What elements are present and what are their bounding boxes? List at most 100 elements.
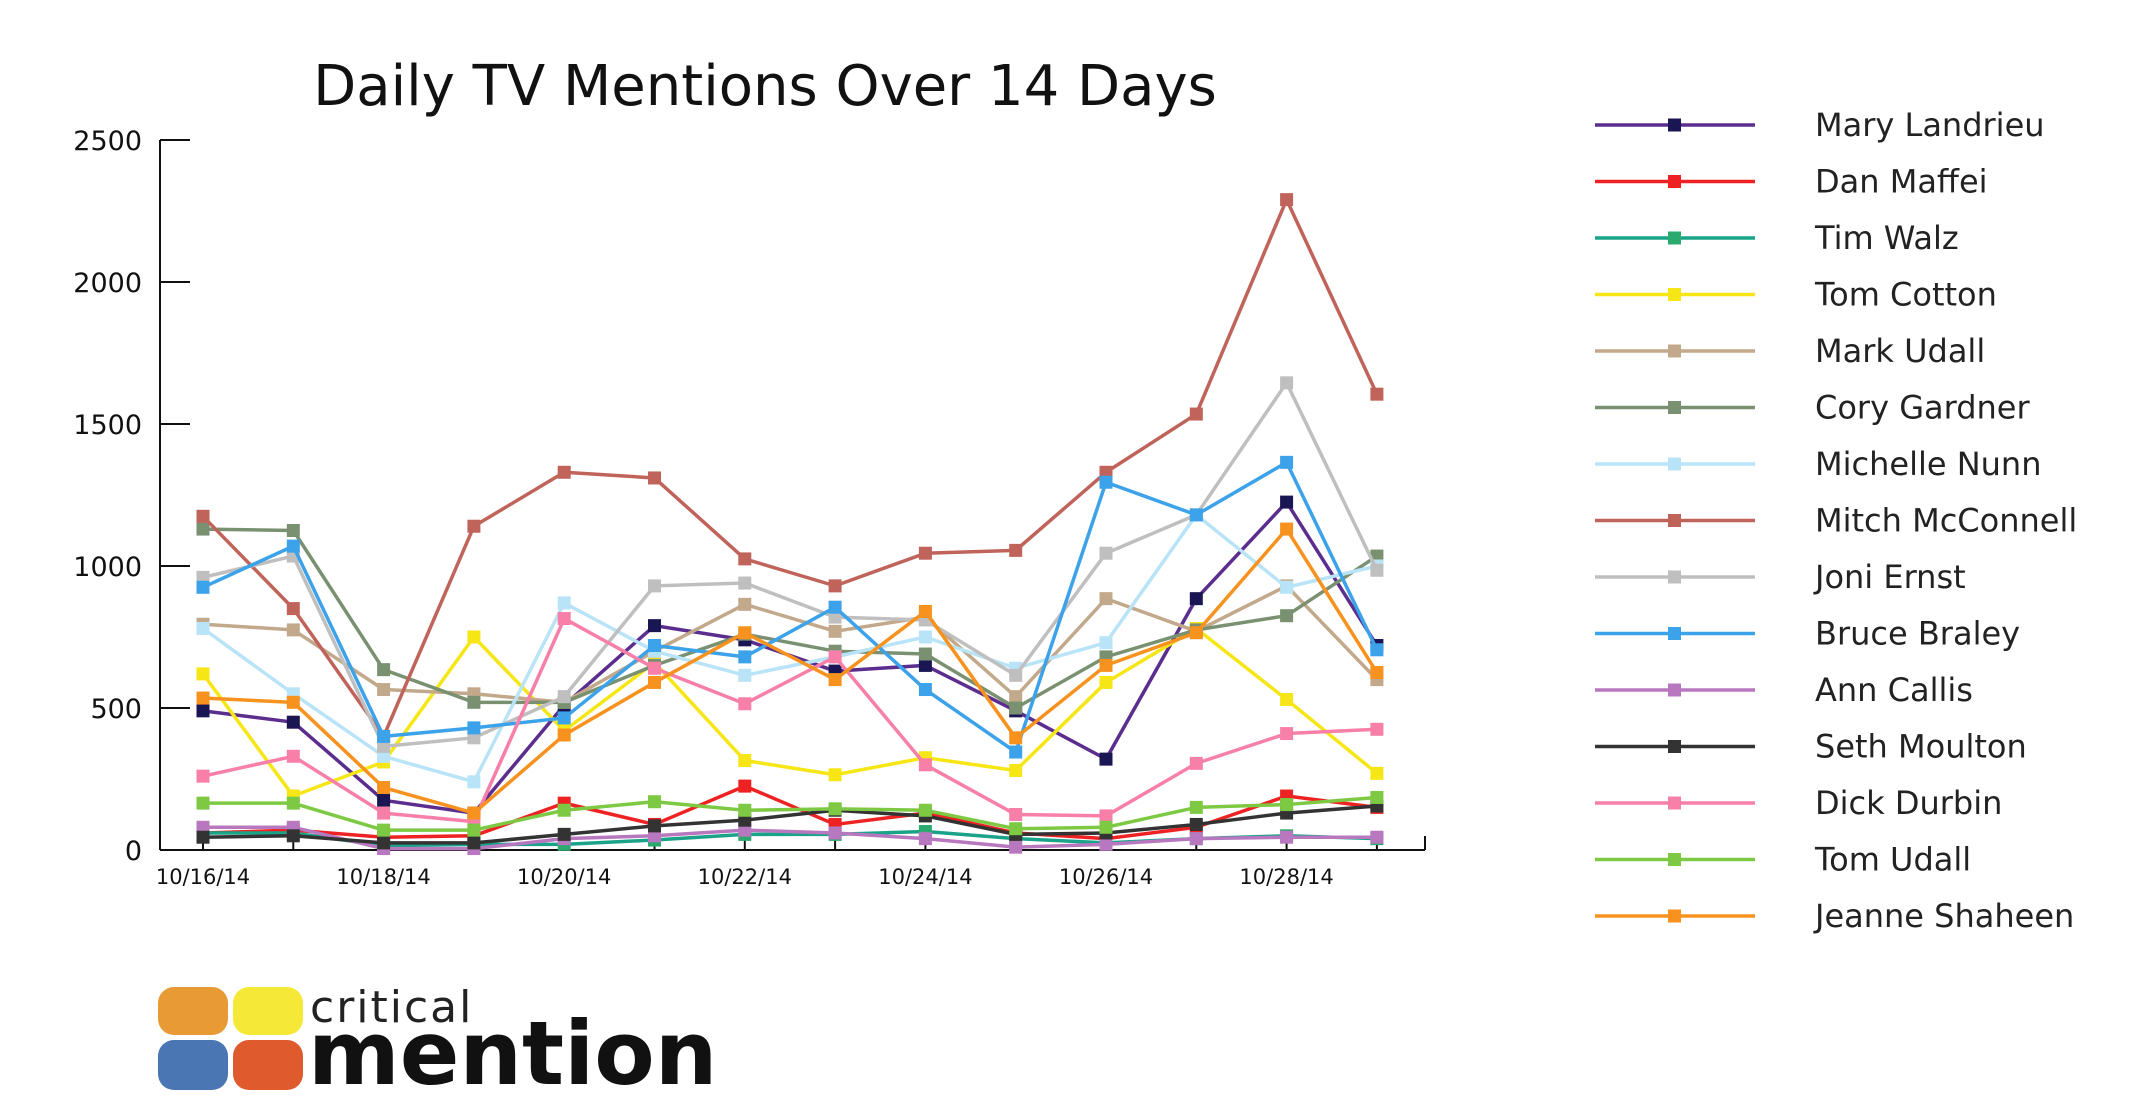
data-point-bruce-braley [196, 580, 210, 594]
legend-label: Cory Gardner [1815, 389, 2030, 427]
data-point-jeanne-shaheen [286, 695, 300, 709]
data-point-bruce-braley [1189, 508, 1203, 522]
legend-label: Jeanne Shaheen [1813, 897, 2074, 935]
data-point-ann-callis [828, 826, 842, 840]
series-dick-durbin [196, 612, 1384, 829]
legend: Mary Landrieu Dan Maffei Tim Walz Tom Cotto… [1595, 106, 2077, 935]
legend-swatch-marker [1668, 853, 1681, 866]
data-point-mitch-mcconnell [1280, 193, 1294, 207]
data-point-tom-cotton [1370, 766, 1384, 780]
data-point-dick-durbin [1099, 809, 1113, 823]
legend-label: Mary Landrieu [1815, 106, 2045, 144]
data-point-dan-maffei [738, 779, 752, 793]
data-point-jeanne-shaheen [828, 673, 842, 687]
legend-item-joni-ernst: Joni Ernst [1595, 558, 1966, 596]
x-tick-label: 10/28/14 [1239, 865, 1333, 889]
data-point-michelle-nunn [196, 621, 210, 635]
legend-label: Tom Udall [1814, 841, 1971, 879]
data-point-mitch-mcconnell [467, 519, 481, 533]
data-point-bruce-braley [918, 683, 932, 697]
data-point-tom-udall [1189, 800, 1203, 814]
data-point-mary-landrieu [196, 704, 210, 718]
data-point-cory-gardner [467, 695, 481, 709]
data-point-dick-durbin [1009, 808, 1023, 821]
data-point-mark-udall [738, 597, 752, 611]
data-point-jeanne-shaheen [1099, 658, 1113, 672]
data-point-dick-durbin [377, 806, 391, 820]
data-point-michelle-nunn [918, 630, 932, 644]
data-point-seth-moulton [196, 830, 210, 844]
data-point-tom-udall [1280, 798, 1294, 812]
data-point-mark-udall [828, 624, 842, 638]
data-point-michelle-nunn [377, 749, 391, 763]
data-point-mark-udall [1009, 690, 1023, 704]
data-point-ann-callis [738, 823, 752, 837]
legend-item-mitch-mcconnell: Mitch McConnell [1595, 502, 2077, 540]
legend-swatch-marker [1668, 457, 1681, 471]
axes: 0 500 1000 1500 2000 2500 10/16/14 10/18/14 10/2… [73, 126, 1426, 889]
data-point-ann-callis [1280, 830, 1294, 844]
data-point-dick-durbin [557, 612, 571, 626]
data-point-mary-landrieu [648, 619, 661, 633]
legend-item-cory-gardner: Cory Gardner [1595, 389, 2030, 427]
data-point-tom-cotton [196, 667, 210, 681]
data-point-mark-udall [377, 683, 391, 697]
data-point-bruce-braley [1280, 455, 1294, 469]
data-point-mark-udall [1099, 592, 1113, 606]
logo-square-yellow [233, 987, 303, 1035]
data-point-bruce-braley [286, 539, 300, 553]
data-point-mitch-mcconnell [918, 546, 932, 560]
data-point-jeanne-shaheen [738, 626, 752, 640]
x-tick-label: 10/20/14 [517, 865, 611, 889]
legend-item-ann-callis: Ann Callis [1595, 671, 1973, 709]
logo-word-critical: critical [310, 982, 473, 1033]
y-tick-label: 500 [90, 694, 142, 725]
legend-swatch-marker [1668, 175, 1681, 188]
legend-item-mark-udall: Mark Udall [1595, 332, 1985, 370]
legend-label: Ann Callis [1815, 671, 1973, 709]
legend-item-mary-landrieu: Mary Landrieu [1595, 106, 2045, 144]
data-point-mark-udall [286, 623, 300, 637]
series-mitch-mcconnell [196, 193, 1384, 743]
data-point-joni-ernst [648, 579, 661, 593]
data-point-bruce-braley [467, 721, 481, 735]
data-point-joni-ernst [1009, 668, 1023, 682]
data-point-bruce-braley [648, 639, 661, 653]
legend-label: Bruce Braley [1815, 615, 2020, 653]
legend-swatch-marker [1668, 796, 1681, 810]
data-point-mitch-mcconnell [1189, 407, 1203, 421]
legend-label: Michelle Nunn [1815, 445, 2041, 483]
data-point-mitch-mcconnell [648, 471, 661, 485]
data-point-joni-ernst [738, 576, 752, 590]
data-point-seth-moulton [738, 813, 752, 827]
data-point-tom-udall [918, 803, 932, 817]
data-point-jeanne-shaheen [196, 691, 210, 705]
data-point-mitch-mcconnell [557, 465, 571, 479]
legend-swatch-marker [1668, 909, 1681, 923]
data-point-cory-gardner [1009, 701, 1023, 715]
data-point-ann-callis [196, 820, 210, 834]
logo-square-orange [158, 987, 228, 1035]
x-tick-label: 10/26/14 [1059, 865, 1153, 889]
series-michelle-nunn [196, 508, 1384, 789]
data-point-dick-durbin [918, 758, 932, 772]
data-point-bruce-braley [828, 600, 842, 614]
series-line-jeanne-shaheen [202, 527, 1379, 815]
data-point-mary-landrieu [918, 658, 932, 672]
legend-item-tom-cotton: Tom Cotton [1595, 276, 1997, 314]
legend-label: Mitch McConnell [1815, 502, 2077, 540]
legend-swatch-marker [1668, 740, 1681, 753]
data-point-dick-durbin [648, 661, 661, 675]
y-tick-label: 2000 [73, 268, 142, 299]
data-point-dick-durbin [196, 769, 210, 783]
y-tick-label: 1500 [73, 410, 142, 441]
data-point-bruce-braley [1009, 745, 1023, 759]
legend-label: Tom Cotton [1814, 276, 1997, 314]
chart-title: Daily TV Mentions Over 14 Days [313, 54, 1217, 119]
data-point-tom-udall [648, 795, 661, 809]
legend-swatch-marker [1668, 118, 1681, 132]
series-line-mark-udall [202, 584, 1379, 705]
logo-square-blue [158, 1040, 228, 1090]
data-point-jeanne-shaheen [1370, 666, 1384, 679]
